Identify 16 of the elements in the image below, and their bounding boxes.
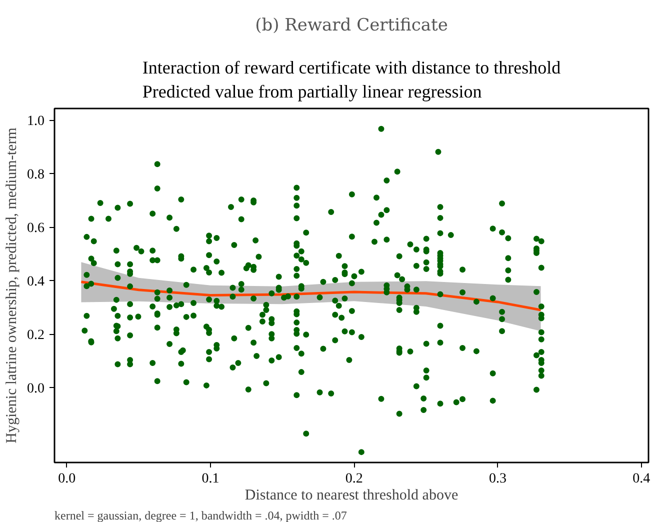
x-tick-label: 0.4	[632, 472, 650, 486]
x-tick-label: 0.2	[345, 472, 363, 486]
y-tick-label: 0.8	[27, 168, 44, 183]
y-tick-label: 0.2	[27, 328, 44, 344]
x-tick-label: 0.1	[202, 472, 220, 486]
text: kernel = gaussian, degree = 1, bandwidth = .04, pwidth = .07	[54, 508, 347, 522]
chart-subtitle: Interaction of reward certificate with distance to threshold Predicted value from partially linear regression	[142, 58, 561, 102]
y-tick-label: 0.0	[27, 382, 44, 397]
y-axis-title: Hygienic latrine ownership, predicted, medium-term	[4, 127, 20, 444]
chart-title: (b) Reward Certificate	[255, 16, 448, 36]
x-axis-title: Distance to nearest threshold above	[244, 488, 458, 504]
y-tick-label: 1.0	[27, 114, 44, 130]
x-tick-label: 0.3	[488, 472, 506, 486]
y-tick-label: 0.4	[27, 274, 44, 290]
x-tick-label: 0.0	[58, 472, 76, 486]
y-tick-label: 0.6	[27, 221, 44, 236]
